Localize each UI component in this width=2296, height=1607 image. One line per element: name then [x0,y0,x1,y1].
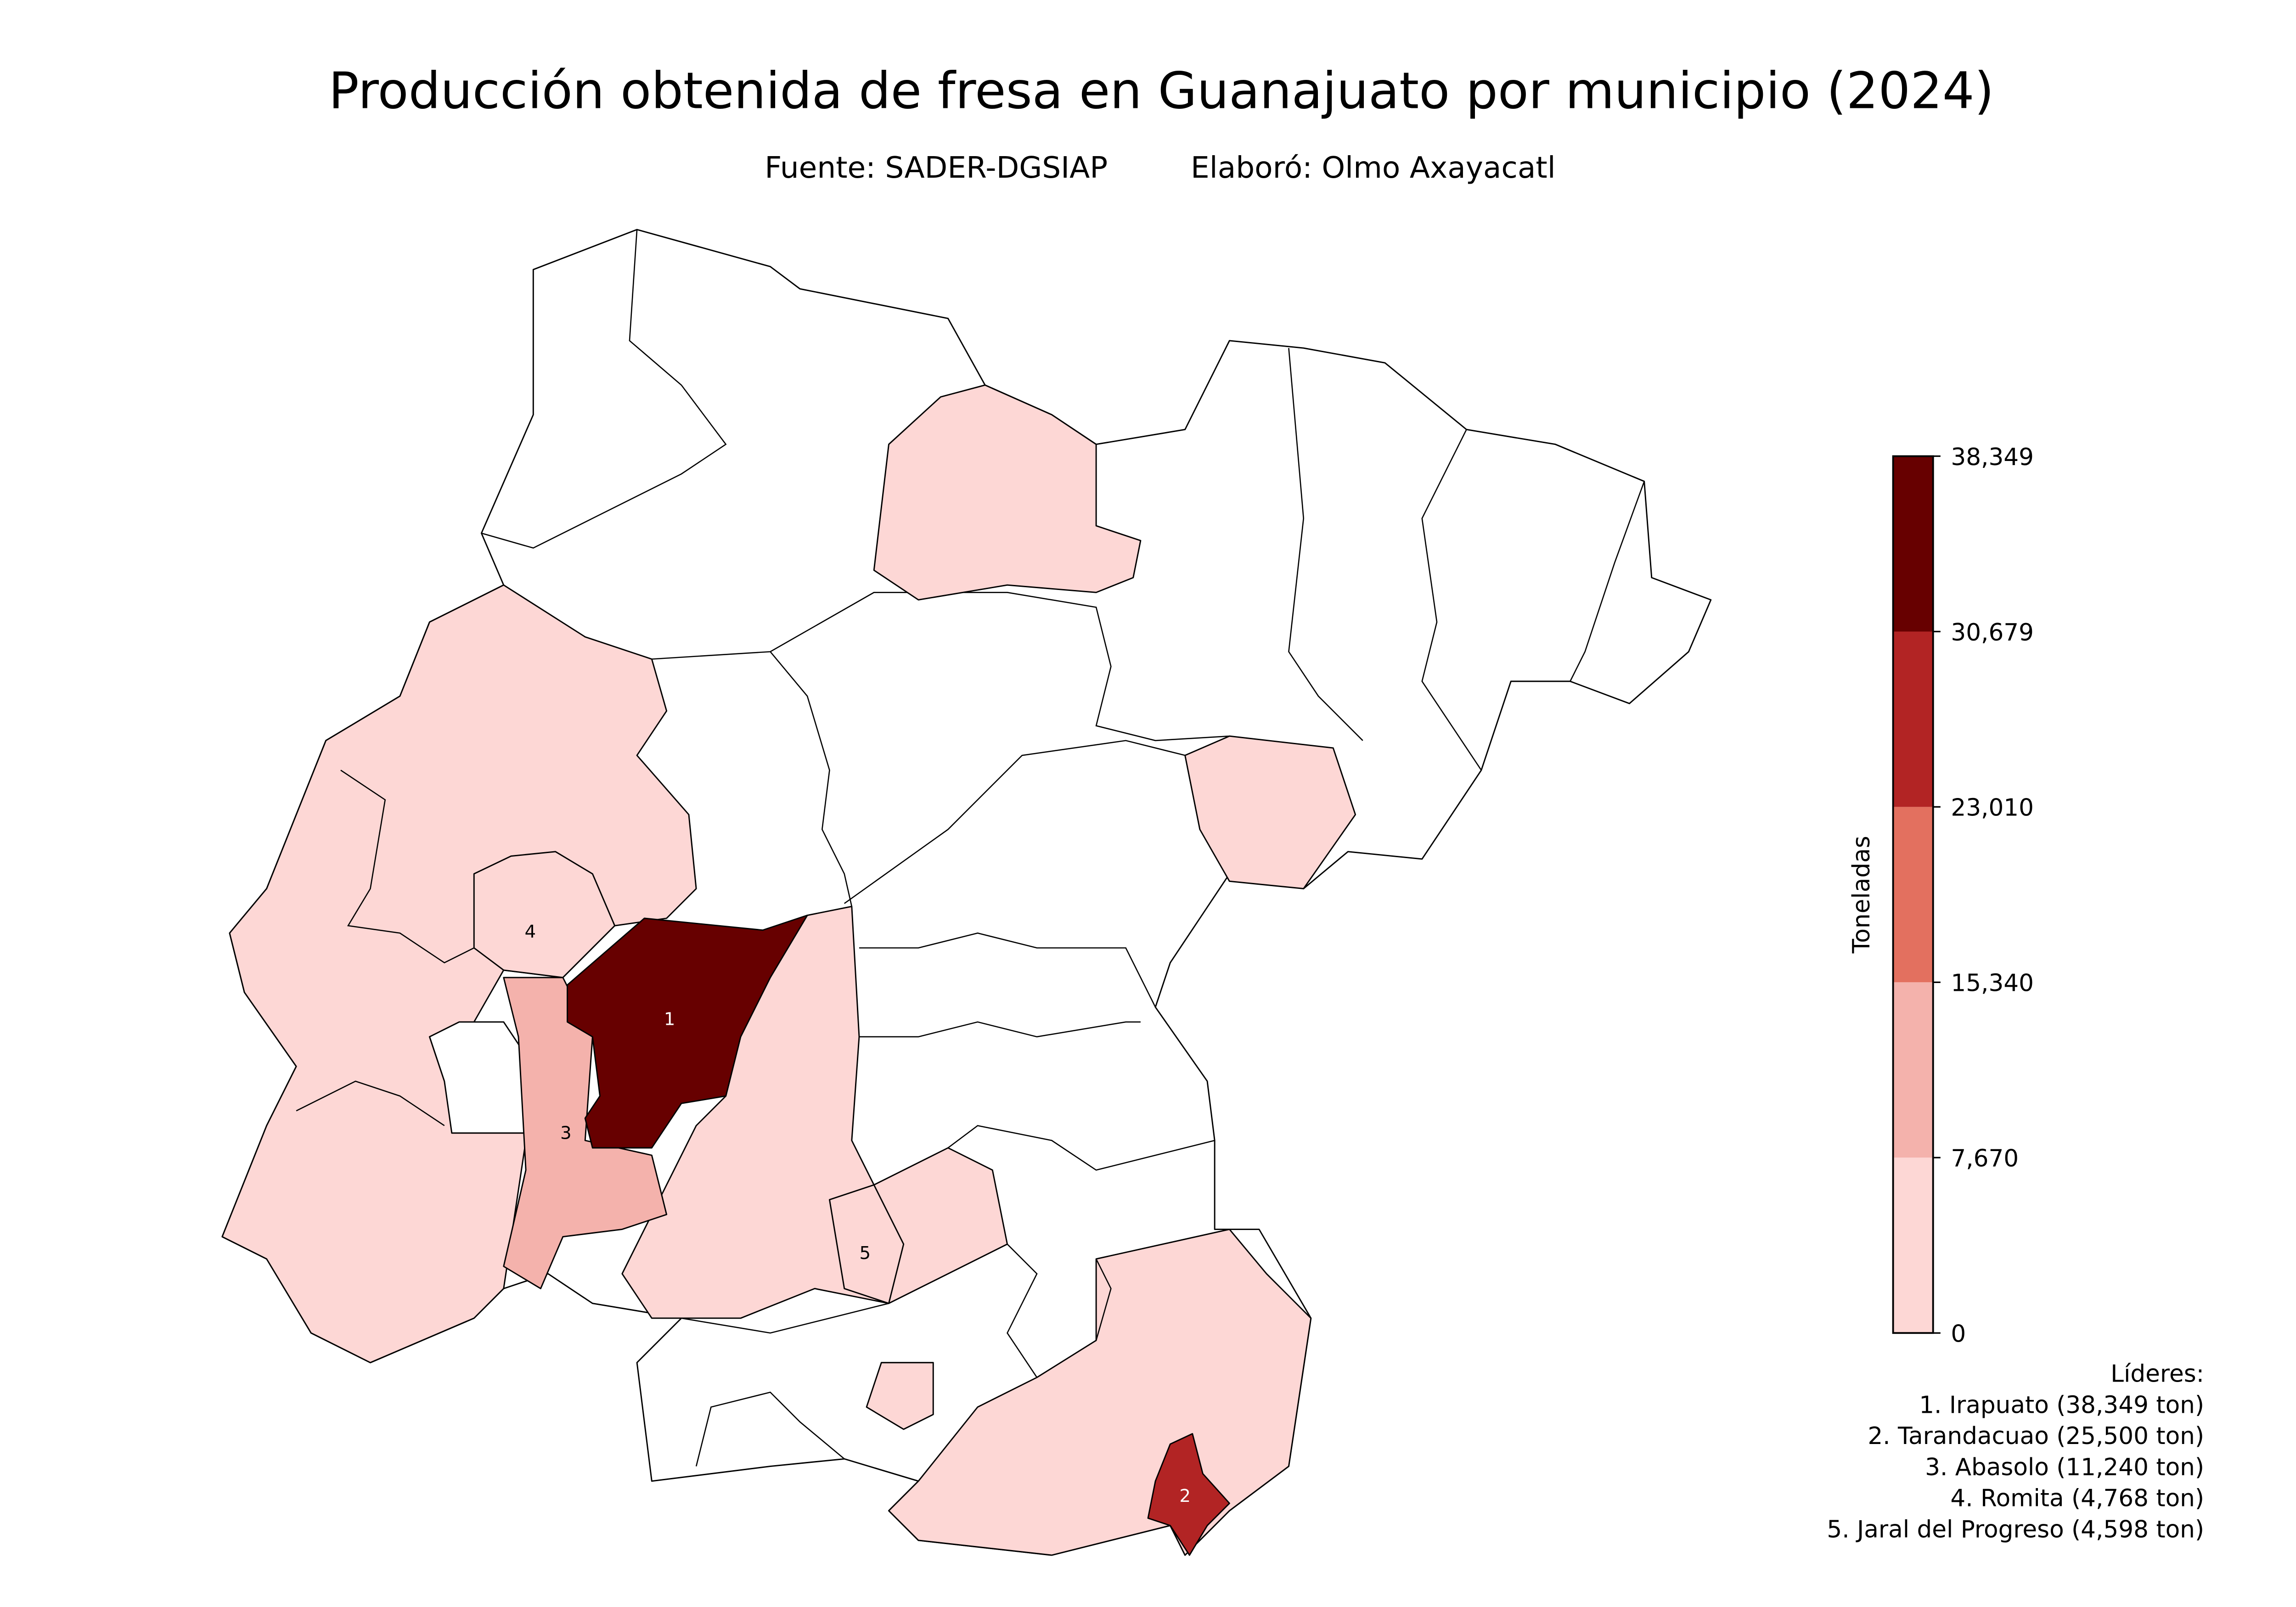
colorbar-tick-label: 0 [1951,1320,1966,1348]
colorbar-segment [1893,982,1933,1158]
municipal-border [296,1080,445,1126]
colorbar-tick-label: 38,349 [1951,444,2034,471]
leader-entry: 4. Romita (4,768 ton) [1950,1485,2204,1512]
rank-label: 3 [560,1123,572,1144]
colorbar-segment [1893,1157,1933,1333]
leader-entry: 1. Irapuato (38,349 ton) [1919,1391,2204,1419]
rank-label: 2 [1179,1486,1191,1506]
colorbar-tick-label: 7,670 [1951,1145,2019,1173]
municipal-border [1007,1243,1038,1378]
municipality [873,384,1142,601]
municipality [828,1184,905,1304]
map-subtitle: Fuente: SADER-DGSIAP [765,151,1108,185]
municipalities [221,229,1712,1556]
municipal-border [1421,429,1482,771]
rank-label: 1 [664,1009,675,1029]
map-title: Producción obtenida de fresa en Guanajua… [329,61,1994,120]
leaders-title: Líderes: [2110,1360,2204,1388]
colorbar-segment [1893,807,1933,983]
municipality [621,905,1008,1319]
map-subtitle: Elaboró: Olmo Axayacatl [1191,151,1556,185]
municipal-border [1288,348,1363,741]
municipal-border [481,229,727,549]
colorbar-tick-label: 15,340 [1951,970,2034,997]
municipal-border [1095,1259,1112,1341]
rank-label: 5 [860,1243,871,1264]
municipality [866,1362,934,1430]
municipal-border [947,1125,1215,1171]
colorbar-tick-label: 23,010 [1951,794,2034,822]
municipal-border [844,740,1185,904]
municipality [567,915,808,1149]
municipality [1184,735,1356,889]
municipality [473,851,616,978]
municipal-border [652,592,1230,742]
municipal-border [681,1303,889,1334]
colorbar-tick-label: 30,679 [1951,619,2034,646]
municipal-border [695,1391,845,1467]
municipal-border [340,770,474,964]
rank-label: 4 [525,921,536,942]
municipality [888,1228,1312,1556]
municipality [1147,1433,1230,1556]
municipal-border [859,932,1156,1008]
municipal-border [770,651,853,907]
municipal-border [859,1021,1141,1038]
leader-entry: 5. Jaral del Progreso (4,598 ton) [1827,1516,2204,1543]
colorbar-frame [1892,455,1934,1334]
leader-entry: 2. Tarandacuao (25,500 ton) [1868,1422,2204,1450]
colorbar-segment [1893,631,1933,807]
colorbar-label: Toneladas [1848,836,1875,954]
municipal-border [1570,481,1645,682]
leader-entry: 3. Abasolo (11,240 ton) [1925,1454,2204,1481]
colorbar-segment [1893,456,1933,632]
